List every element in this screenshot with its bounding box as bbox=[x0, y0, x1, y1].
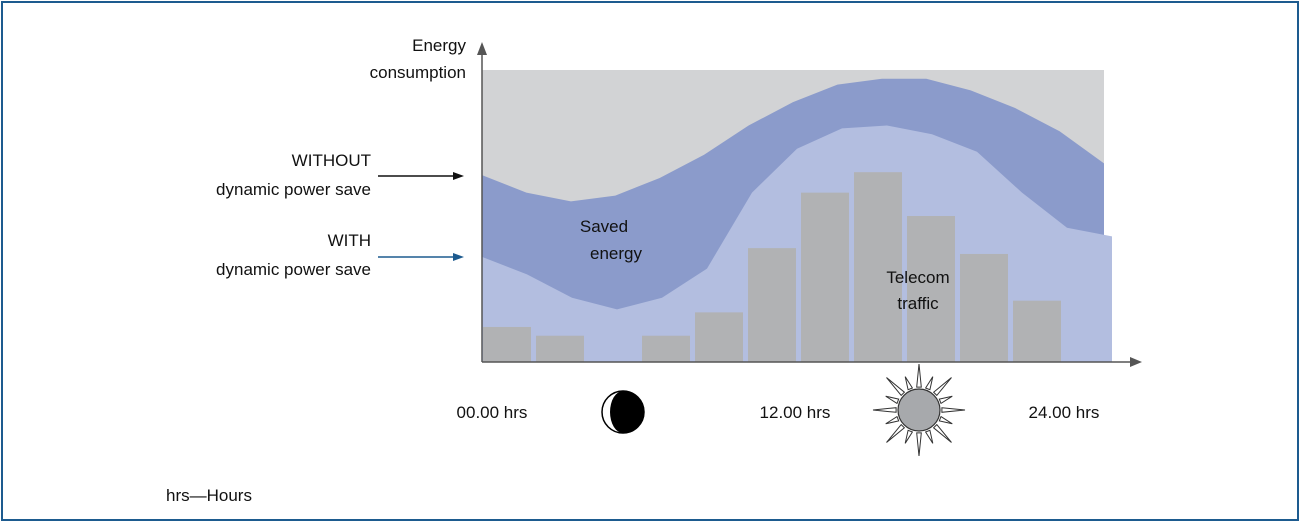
x-axis-arrowhead bbox=[1130, 357, 1142, 367]
saved-energy-label-line2: energy bbox=[590, 244, 642, 263]
sun-ray bbox=[904, 376, 914, 391]
with-label-line1: WITH bbox=[328, 231, 371, 250]
time-label-mid: 12.00 hrs bbox=[760, 403, 831, 422]
y-axis-arrowhead bbox=[477, 42, 487, 55]
y-axis-label-line2: consumption bbox=[370, 63, 466, 82]
chart-area bbox=[482, 70, 1112, 363]
sun-ray bbox=[938, 415, 953, 425]
sun-ray bbox=[872, 407, 897, 413]
footnote: hrs—Hours bbox=[166, 486, 252, 505]
traffic-bar bbox=[907, 216, 955, 362]
traffic-bar bbox=[801, 192, 849, 362]
traffic-bar bbox=[536, 335, 584, 362]
time-label-end: 24.00 hrs bbox=[1029, 403, 1100, 422]
sun-ray bbox=[932, 377, 952, 397]
traffic-bar bbox=[483, 326, 531, 362]
without-label-line2: dynamic power save bbox=[216, 180, 371, 199]
traffic-bar bbox=[1013, 300, 1061, 362]
sun-ray bbox=[886, 423, 906, 443]
time-label-start: 00.00 hrs bbox=[457, 403, 528, 422]
traffic-bar bbox=[748, 248, 796, 362]
traffic-bar bbox=[960, 253, 1008, 362]
traffic-bar bbox=[854, 172, 902, 362]
sun-ray bbox=[904, 429, 914, 444]
sun-disc bbox=[897, 388, 941, 432]
sun-icon bbox=[872, 363, 966, 457]
with-arrowhead bbox=[453, 253, 464, 261]
sun-ray bbox=[932, 423, 952, 443]
sun-ray bbox=[885, 415, 900, 425]
with-label-line2: dynamic power save bbox=[216, 260, 371, 279]
y-axis-label-line1: Energy bbox=[412, 36, 466, 55]
sun-ray bbox=[885, 395, 900, 405]
without-label-line1: WITHOUT bbox=[292, 151, 371, 170]
sun-ray bbox=[924, 429, 934, 444]
sun-ray bbox=[916, 363, 922, 388]
saved-energy-label-line1: Saved bbox=[580, 217, 628, 236]
moon-icon bbox=[601, 390, 645, 434]
sun-ray bbox=[886, 377, 906, 397]
sun-ray bbox=[941, 407, 966, 413]
sun-ray bbox=[924, 376, 934, 391]
telecom-traffic-label-line2: traffic bbox=[897, 294, 939, 313]
traffic-bar bbox=[695, 312, 743, 362]
traffic-bar bbox=[642, 335, 690, 362]
sun-ray bbox=[938, 395, 953, 405]
without-arrowhead bbox=[453, 172, 464, 180]
sun-ray bbox=[916, 432, 922, 457]
telecom-traffic-label-line1: Telecom bbox=[886, 268, 949, 287]
